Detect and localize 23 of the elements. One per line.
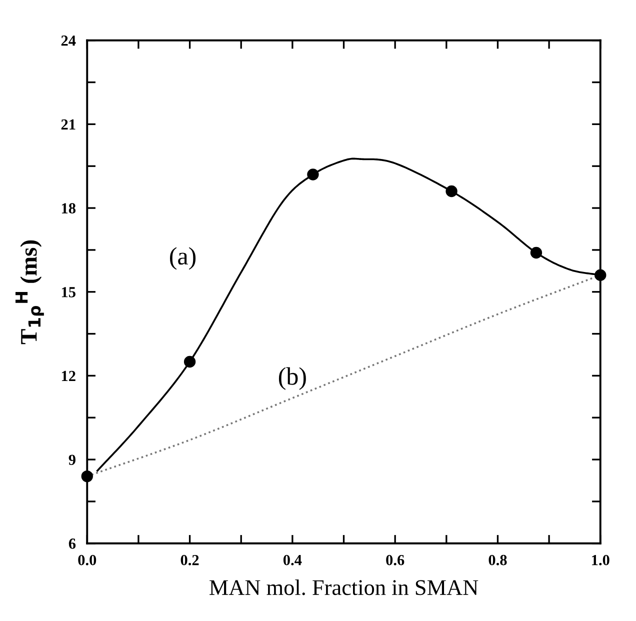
y-tick-label: 15 (62, 287, 76, 298)
x-tick-label: 0.0 (78, 554, 96, 566)
point (307, 168, 319, 180)
point (594, 269, 606, 281)
point (184, 356, 196, 368)
y-tick-label: 6 (68, 538, 76, 549)
point (530, 246, 542, 259)
point (81, 470, 93, 482)
x-tick-label: 0.6 (386, 554, 404, 566)
y-tick-label: 18 (62, 203, 76, 214)
x-tick-label: 1.0 (592, 554, 610, 566)
y-axis-title: T$_{1ρ}$$^{H}$ (ms) (16, 240, 44, 344)
y-tick-label: 12 (62, 370, 76, 382)
x-axis-title: MAN mol. Fraction in SMAN (210, 579, 478, 596)
y-tick-label: 9 (68, 454, 76, 465)
x-tick-label: 0.4 (283, 554, 302, 566)
x-tick-label: 0.8 (488, 554, 507, 566)
point (446, 185, 458, 198)
series-label: (b) (278, 367, 306, 390)
y-tick-label: 24 (61, 36, 76, 46)
series-label: (a) (170, 247, 196, 270)
x-tick-label: 0.2 (180, 554, 199, 566)
y-tick-label: 21 (61, 119, 76, 130)
